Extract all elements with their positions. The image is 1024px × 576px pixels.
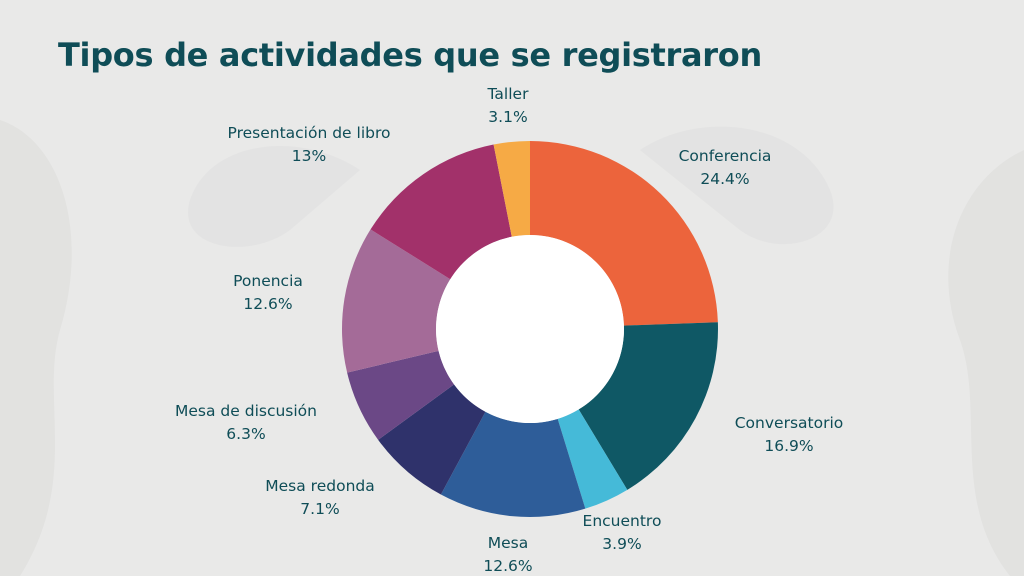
- slice-percentage: 7.1%: [300, 500, 339, 518]
- slice-label: Encuentro: [583, 512, 662, 530]
- slice-percentage: 3.9%: [602, 535, 641, 553]
- slice-percentage: 24.4%: [700, 170, 749, 188]
- slice-label: Conferencia: [679, 147, 772, 165]
- slice-percentage: 12.6%: [243, 295, 292, 313]
- slice-conversatorio: [578, 322, 718, 490]
- slice-percentage: 12.6%: [483, 557, 532, 575]
- slice-percentage: 16.9%: [764, 437, 813, 455]
- slice-ponencia: [342, 229, 451, 373]
- slice-presentacion-de-libro: [370, 144, 512, 280]
- slice-mesa-de-discusion: [347, 350, 455, 440]
- slice-label: Presentación de libro: [228, 124, 391, 142]
- slice-label: Conversatorio: [735, 414, 844, 432]
- donut-hole: [436, 235, 624, 423]
- labels-group: Conferencia 24.4% Conversatorio 16.9% Encuen…: [175, 85, 843, 575]
- slice-percentage: 6.3%: [226, 425, 265, 443]
- slice-label: Mesa redonda: [265, 477, 374, 495]
- slice-label: Taller: [487, 85, 530, 103]
- slices-group: [342, 141, 718, 517]
- slice-mesa-redonda: [378, 384, 486, 495]
- slice-label: Mesa de discusión: [175, 402, 317, 420]
- slice-label: Mesa: [488, 534, 528, 552]
- slice-label: Ponencia: [233, 272, 303, 290]
- slice-conferencia: [530, 141, 718, 326]
- slice-percentage: 13%: [292, 147, 326, 165]
- slice-percentage: 3.1%: [488, 108, 527, 126]
- slice-mesa: [440, 411, 586, 517]
- slice-taller: [493, 141, 530, 237]
- slice-encuentro: [557, 409, 628, 509]
- page-title: Tipos de actividades que se registraron: [58, 36, 762, 74]
